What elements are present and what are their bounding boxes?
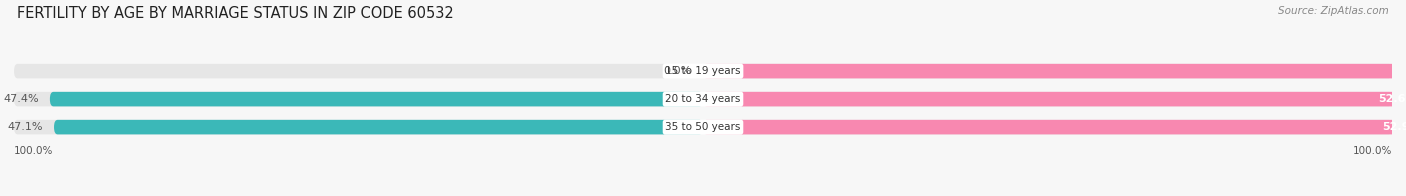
- Text: 47.1%: 47.1%: [7, 122, 44, 132]
- FancyBboxPatch shape: [53, 120, 703, 134]
- FancyBboxPatch shape: [14, 120, 1392, 134]
- Text: 52.6%: 52.6%: [1378, 94, 1406, 104]
- Text: 100.0%: 100.0%: [14, 146, 53, 156]
- Text: FERTILITY BY AGE BY MARRIAGE STATUS IN ZIP CODE 60532: FERTILITY BY AGE BY MARRIAGE STATUS IN Z…: [17, 6, 454, 21]
- FancyBboxPatch shape: [14, 92, 1392, 106]
- Text: Source: ZipAtlas.com: Source: ZipAtlas.com: [1278, 6, 1389, 16]
- Text: 15 to 19 years: 15 to 19 years: [665, 66, 741, 76]
- Text: 100.0%: 100.0%: [1353, 146, 1392, 156]
- FancyBboxPatch shape: [14, 64, 1392, 78]
- FancyBboxPatch shape: [703, 120, 1406, 134]
- FancyBboxPatch shape: [703, 92, 1406, 106]
- FancyBboxPatch shape: [49, 92, 703, 106]
- Text: 47.4%: 47.4%: [3, 94, 39, 104]
- Text: 0.0%: 0.0%: [664, 66, 692, 76]
- FancyBboxPatch shape: [703, 64, 1406, 78]
- Text: 35 to 50 years: 35 to 50 years: [665, 122, 741, 132]
- Text: 20 to 34 years: 20 to 34 years: [665, 94, 741, 104]
- Text: 52.9%: 52.9%: [1382, 122, 1406, 132]
